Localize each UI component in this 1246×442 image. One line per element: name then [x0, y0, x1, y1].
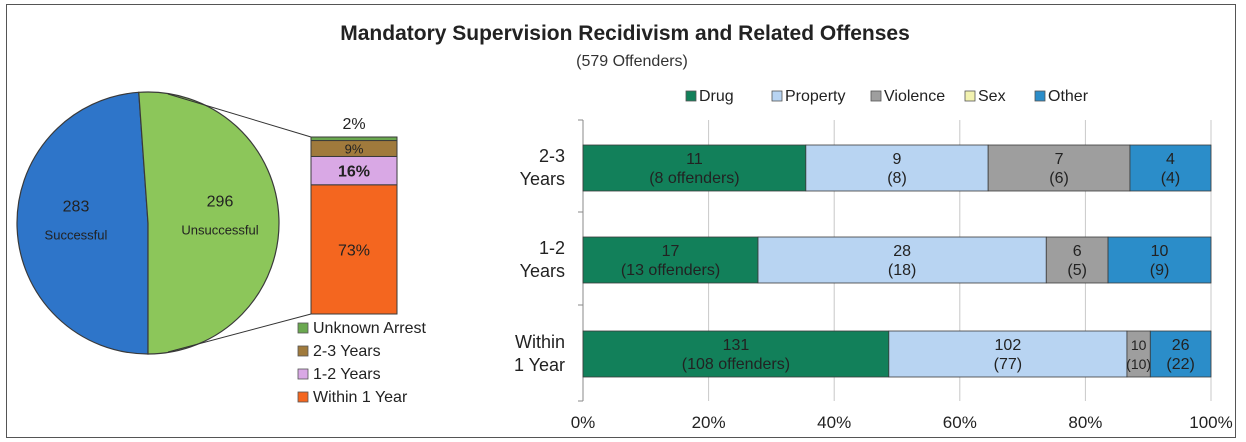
bar-count-2-3-years-drug: (8 offenders) [649, 170, 739, 187]
bar-value-2-3-years-violence: 7 [1055, 151, 1064, 168]
x-tick-100: 100% [1189, 413, 1232, 432]
connector-line-top [167, 93, 312, 138]
bar-value-1-2-years-violence: 6 [1073, 243, 1082, 260]
unsuccessful-breakdown-bar: 73% 16% 9% 2% [310, 116, 398, 315]
legend-swatch-sex [964, 90, 976, 102]
bar-within-1-year-other [1149, 330, 1212, 378]
x-tick-80: 80% [1068, 413, 1102, 432]
bar-1-2-years-other [1107, 236, 1212, 284]
legend-swatch-violence [870, 90, 882, 102]
legend-label-drug: Drug [699, 88, 734, 105]
breakdown-segment-within-1-year [310, 184, 398, 315]
pie-chart: 283 Successful 296 Unsuccessful [16, 91, 280, 355]
bar-count-2-3-years-property: (8) [887, 170, 907, 187]
connector-line-bottom [167, 313, 312, 353]
bar-count-2-3-years-other: (4) [1161, 170, 1181, 187]
pie-value-successful: 283 [63, 199, 90, 216]
bar-value-2-3-years-property: 9 [893, 151, 902, 168]
bar-1-2-years-drug [582, 236, 759, 284]
bar-value-2-3-years-other: 4 [1166, 151, 1175, 168]
bar-value-within-1-year-violence: 10 [1131, 337, 1147, 353]
breakdown-legend-label-1-2-years: 1-2 Years [313, 366, 381, 383]
breakdown-legend-swatch-unknown-arrest [297, 322, 309, 334]
bar-value-1-2-years-drug: 17 [662, 243, 680, 260]
chart-title: Mandatory Supervision Recidivism and Rel… [340, 22, 910, 45]
category-label-1-2-years-line1: 1-2 [539, 238, 565, 258]
category-label-2-3-years-line1: 2-3 [539, 146, 565, 166]
breakdown-legend-label-within-1-year: Within 1 Year [313, 389, 408, 406]
bar-count-1-2-years-property: (18) [888, 262, 916, 279]
bar-2-3-years-other [1129, 144, 1212, 192]
breakdown-legend-swatch-2-3-years [297, 345, 309, 357]
x-tick-20: 20% [692, 413, 726, 432]
pie-slice-successful [16, 91, 149, 355]
breakdown-legend-swatch-1-2-years [297, 368, 309, 380]
bar-value-1-2-years-property: 28 [893, 243, 911, 260]
bar-value-within-1-year-other: 26 [1172, 337, 1190, 354]
breakdown-label-1-2-years: 16% [338, 164, 370, 181]
bar-count-within-1-year-violence: (10) [1126, 356, 1151, 372]
bar-2-3-years-drug [582, 144, 807, 192]
offense-bar-chart: 0% 20% 40% 60% 80% 100% Drug Property Violence Se… [514, 88, 1233, 432]
breakdown-label-unknown-arrest: 2% [342, 116, 365, 133]
bar-1-2-years-violence [1045, 236, 1109, 284]
legend-label-other: Other [1048, 88, 1089, 105]
x-tick-0: 0% [571, 413, 596, 432]
x-tick-60: 60% [943, 413, 977, 432]
pie-to-bar-connectors [167, 93, 312, 353]
legend-swatch-drug [685, 90, 697, 102]
category-label-1-2-years-line2: Years [520, 261, 565, 281]
bar-count-1-2-years-drug: (13 offenders) [621, 262, 720, 279]
bar-count-within-1-year-property: (77) [994, 356, 1022, 373]
pie-label-unsuccessful: Unsuccessful [181, 222, 258, 237]
legend-swatch-other [1034, 90, 1046, 102]
bar-count-within-1-year-drug: (108 offenders) [682, 356, 790, 373]
legend-label-violence: Violence [884, 88, 945, 105]
bar-count-2-3-years-violence: (6) [1049, 170, 1069, 187]
category-label-2-3-years-line2: Years [520, 169, 565, 189]
bar-count-1-2-years-other: (9) [1150, 262, 1170, 279]
pie-slice-unsuccessful [138, 91, 280, 355]
bar-count-within-1-year-other: (22) [1166, 356, 1194, 373]
bar-value-2-3-years-drug: 11 [686, 151, 703, 168]
bar-2-3-years-violence [987, 144, 1131, 192]
bar-1-2-years-property [757, 236, 1047, 284]
pie-value-unsuccessful: 296 [207, 193, 234, 210]
breakdown-segment-1-2-years [310, 155, 398, 186]
legend-label-property: Property [785, 88, 845, 105]
bar-within-1-year-property [888, 330, 1128, 378]
bar-value-1-2-years-other: 10 [1151, 243, 1169, 260]
breakdown-segment-unknown-arrest [310, 136, 398, 142]
breakdown-legend-label-unknown-arrest: Unknown Arrest [313, 320, 426, 337]
chart-subtitle: (579 Offenders) [576, 53, 688, 70]
breakdown-label-2-3-years: 9% [345, 142, 364, 157]
category-label-within-1-year-line2: 1 Year [514, 355, 565, 375]
category-label-within-1-year-line1: Within [515, 332, 565, 352]
bar-2-3-years-property [805, 144, 989, 192]
breakdown-legend: Unknown Arrest 2-3 Years 1-2 Years Within 1… [297, 320, 426, 406]
legend-label-sex: Sex [978, 88, 1006, 105]
pie-label-successful: Successful [45, 228, 108, 243]
x-tick-40: 40% [817, 413, 851, 432]
bar-value-within-1-year-drug: 131 [723, 337, 750, 354]
breakdown-legend-label-2-3-years: 2-3 Years [313, 343, 381, 360]
bar-count-1-2-years-violence: (5) [1067, 262, 1087, 279]
breakdown-label-within-1-year: 73% [338, 242, 370, 259]
breakdown-legend-swatch-within-1-year [297, 391, 309, 403]
bar-within-1-year-drug [582, 330, 890, 378]
legend-swatch-property [771, 90, 783, 102]
bar-value-within-1-year-property: 102 [995, 337, 1022, 354]
